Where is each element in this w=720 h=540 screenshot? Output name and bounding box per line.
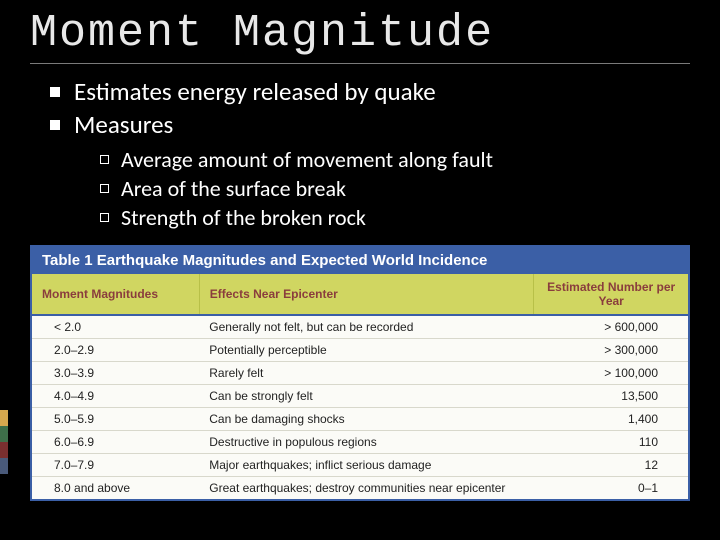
table-cell: Can be damaging shocks [199, 408, 534, 431]
magnitude-table: Moment Magnitudes Effects Near Epicenter… [32, 274, 688, 499]
table-cell: Potentially perceptible [199, 339, 534, 362]
table-header-cell: Moment Magnitudes [32, 274, 199, 315]
table-row: 8.0 and above Great earthquakes; destroy… [32, 477, 688, 500]
table-cell: > 600,000 [534, 315, 688, 339]
table-cell: 2.0–2.9 [32, 339, 199, 362]
table-cell: Destructive in populous regions [199, 431, 534, 454]
accent-bar [0, 442, 8, 458]
table-cell: 110 [534, 431, 688, 454]
slide-accent-bars [0, 410, 8, 474]
table-cell: Can be strongly felt [199, 385, 534, 408]
table-row: 5.0–5.9 Can be damaging shocks 1,400 [32, 408, 688, 431]
table-row: 2.0–2.9 Potentially perceptible > 300,00… [32, 339, 688, 362]
table-cell: Major earthquakes; inflict serious damag… [199, 454, 534, 477]
table-row: 6.0–6.9 Destructive in populous regions … [32, 431, 688, 454]
magnitude-table-container: Table 1 Earthquake Magnitudes and Expect… [30, 245, 690, 501]
accent-bar [0, 458, 8, 474]
sub-bullet-list: Average amount of movement along fault A… [100, 146, 690, 231]
sub-bullet-text: Strength of the broken rock [121, 204, 366, 231]
accent-bar [0, 426, 8, 442]
table-cell: > 100,000 [534, 362, 688, 385]
table-cell: 5.0–5.9 [32, 408, 199, 431]
table-cell: 8.0 and above [32, 477, 199, 500]
table-cell: 12 [534, 454, 688, 477]
table-cell: 7.0–7.9 [32, 454, 199, 477]
table-cell: 6.0–6.9 [32, 431, 199, 454]
hollow-square-bullet-icon [100, 155, 109, 164]
square-bullet-icon [50, 120, 60, 130]
table-cell: 4.0–4.9 [32, 385, 199, 408]
table-cell: Generally not felt, but can be recorded [199, 315, 534, 339]
bullet-text: Estimates energy released by quake [74, 76, 436, 107]
table-cell: 3.0–3.9 [32, 362, 199, 385]
table-title: Table 1 Earthquake Magnitudes and Expect… [32, 247, 688, 274]
sub-bullet-item: Average amount of movement along fault [100, 146, 690, 173]
table-cell: 0–1 [534, 477, 688, 500]
table-row: < 2.0 Generally not felt, but can be rec… [32, 315, 688, 339]
sub-bullet-text: Area of the surface break [121, 175, 346, 202]
hollow-square-bullet-icon [100, 184, 109, 193]
table-row: 7.0–7.9 Major earthquakes; inflict serio… [32, 454, 688, 477]
slide: Moment Magnitude Estimates energy releas… [0, 0, 720, 540]
table-cell: 13,500 [534, 385, 688, 408]
slide-title: Moment Magnitude [30, 8, 690, 59]
sub-bullet-item: Area of the surface break [100, 175, 690, 202]
table-cell: Great earthquakes; destroy communities n… [199, 477, 534, 500]
table-cell: > 300,000 [534, 339, 688, 362]
table-header-cell: Effects Near Epicenter [199, 274, 534, 315]
table-row: 4.0–4.9 Can be strongly felt 13,500 [32, 385, 688, 408]
table-body: < 2.0 Generally not felt, but can be rec… [32, 315, 688, 499]
accent-bar [0, 410, 8, 426]
hollow-square-bullet-icon [100, 213, 109, 222]
table-header-cell: Estimated Number per Year [534, 274, 688, 315]
sub-bullet-item: Strength of the broken rock [100, 204, 690, 231]
table-header-row: Moment Magnitudes Effects Near Epicenter… [32, 274, 688, 315]
bullet-text: Measures [74, 109, 173, 140]
table-cell: < 2.0 [32, 315, 199, 339]
title-underline [30, 63, 690, 64]
bullet-item: Measures [50, 109, 690, 140]
bullet-item: Estimates energy released by quake [50, 76, 690, 107]
table-cell: Rarely felt [199, 362, 534, 385]
table-row: 3.0–3.9 Rarely felt > 100,000 [32, 362, 688, 385]
main-bullet-list: Estimates energy released by quake Measu… [50, 76, 690, 140]
square-bullet-icon [50, 87, 60, 97]
table-cell: 1,400 [534, 408, 688, 431]
sub-bullet-text: Average amount of movement along fault [121, 146, 493, 173]
